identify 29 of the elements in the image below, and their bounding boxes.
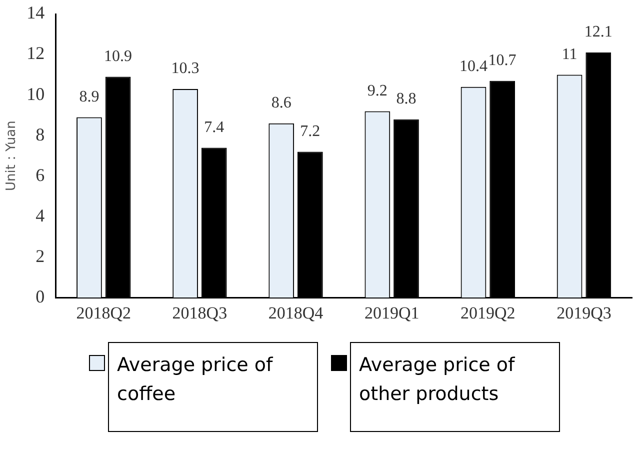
y-axis-title: Unit：Yuan (4, 120, 20, 191)
data-label: 8.6 (271, 94, 292, 112)
x-tick-label: 2019Q3 (556, 303, 612, 322)
data-label: 11 (562, 46, 578, 63)
y-tick-label: 4 (36, 205, 45, 226)
x-tick-label: 2018Q2 (76, 303, 132, 322)
data-label: 7.4 (204, 118, 224, 136)
y-tick-label: 14 (26, 2, 45, 23)
data-label: 10.4 (459, 58, 488, 76)
y-tick-label: 10 (26, 84, 45, 104)
x-tick-label: 2019Q1 (364, 303, 420, 322)
y-tick-label: 12 (26, 43, 45, 64)
data-label: 9.2 (367, 82, 388, 100)
x-tick-label: 2018Q3 (172, 303, 228, 322)
y-tick-label: 8 (36, 124, 45, 144)
y-tick-label: 0 (36, 286, 45, 306)
data-label: 8.8 (396, 90, 416, 108)
data-label: 7.2 (300, 122, 320, 140)
y-tick-label: 2 (36, 246, 45, 266)
data-label: 8.9 (79, 88, 100, 106)
data-label: 10.7 (488, 52, 516, 70)
data-label: 12.1 (584, 24, 612, 41)
legend-entry: Average price of coffee (90, 342, 318, 432)
x-tick-label: 2019Q2 (460, 303, 516, 322)
y-tick-label: 6 (36, 164, 45, 185)
data-label: 10.9 (104, 48, 132, 65)
x-tick-label: 2018Q4 (268, 303, 324, 322)
legend-entry: Average price of other products (332, 342, 560, 432)
data-label: 10.3 (171, 60, 200, 78)
